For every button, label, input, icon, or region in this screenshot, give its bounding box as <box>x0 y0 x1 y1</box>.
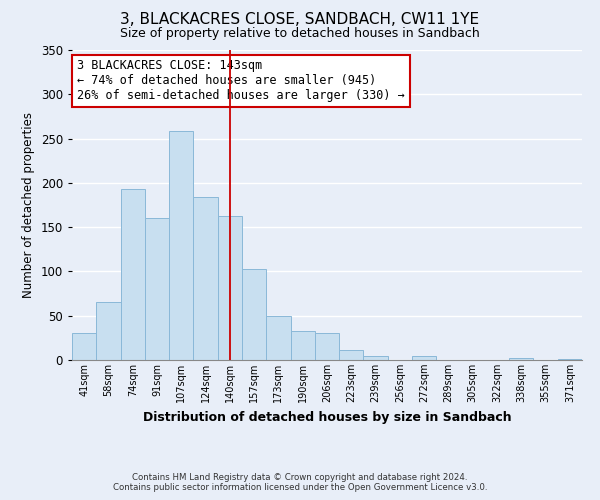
X-axis label: Distribution of detached houses by size in Sandbach: Distribution of detached houses by size … <box>143 410 511 424</box>
Bar <box>96 302 121 360</box>
Bar <box>121 189 145 360</box>
Bar <box>169 132 193 360</box>
Bar <box>558 359 582 360</box>
Bar <box>72 334 96 360</box>
Bar <box>242 269 266 360</box>
Bar <box>509 358 533 360</box>
Bar <box>315 334 339 360</box>
Text: 3 BLACKACRES CLOSE: 143sqm
← 74% of detached houses are smaller (945)
26% of sem: 3 BLACKACRES CLOSE: 143sqm ← 74% of deta… <box>77 60 405 102</box>
Bar <box>145 218 169 360</box>
Bar <box>218 216 242 360</box>
Y-axis label: Number of detached properties: Number of detached properties <box>22 112 35 298</box>
Text: Size of property relative to detached houses in Sandbach: Size of property relative to detached ho… <box>120 28 480 40</box>
Bar <box>339 350 364 360</box>
Bar <box>266 316 290 360</box>
Bar <box>193 197 218 360</box>
Bar <box>364 356 388 360</box>
Text: 3, BLACKACRES CLOSE, SANDBACH, CW11 1YE: 3, BLACKACRES CLOSE, SANDBACH, CW11 1YE <box>121 12 479 28</box>
Bar <box>290 331 315 360</box>
Text: Contains HM Land Registry data © Crown copyright and database right 2024.
Contai: Contains HM Land Registry data © Crown c… <box>113 473 487 492</box>
Bar <box>412 356 436 360</box>
